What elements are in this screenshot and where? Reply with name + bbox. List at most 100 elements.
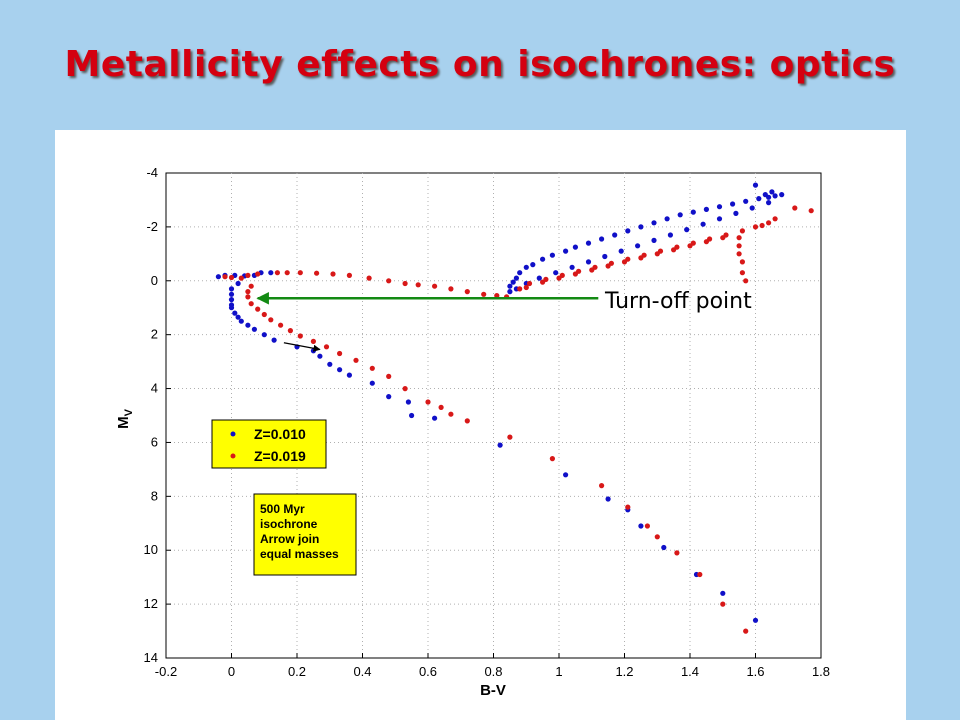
- data-point: [494, 293, 500, 299]
- data-point: [549, 252, 555, 258]
- data-point: [386, 394, 392, 400]
- data-point: [716, 204, 723, 210]
- data-point: [228, 305, 235, 311]
- data-point: [297, 270, 303, 276]
- data-point: [448, 411, 454, 417]
- data-point: [585, 240, 592, 246]
- data-point: [238, 275, 244, 281]
- data-point: [556, 275, 562, 281]
- x-tick-label: 1.4: [681, 664, 699, 679]
- x-tick-label: 0.8: [484, 664, 502, 679]
- y-axis-label-sub: V: [123, 408, 135, 416]
- data-point: [759, 222, 765, 229]
- y-tick-label: 6: [151, 434, 158, 449]
- data-point: [245, 294, 251, 300]
- x-tick-label: -0.2: [155, 664, 177, 679]
- data-point: [585, 259, 592, 265]
- data-point: [752, 617, 759, 623]
- data-point: [255, 271, 261, 277]
- data-point: [245, 322, 251, 328]
- data-point: [386, 278, 392, 284]
- data-point: [274, 270, 280, 276]
- data-point: [497, 442, 503, 448]
- legend-box: [211, 419, 327, 469]
- data-point: [638, 255, 644, 261]
- grid: [166, 173, 821, 658]
- data-point: [415, 282, 421, 288]
- note-box: 500 Myr isochrone Arrow join equal masse…: [253, 493, 357, 576]
- data-point: [690, 209, 696, 215]
- note-line-1: 500 Myr: [260, 502, 305, 516]
- data-point: [248, 301, 254, 307]
- data-point: [409, 412, 415, 419]
- y-tick-label: -4: [146, 165, 158, 180]
- y-tick-label: 14: [144, 650, 158, 665]
- data-point: [346, 272, 352, 278]
- data-point: [405, 399, 411, 405]
- y-tick-label: -2: [146, 219, 158, 234]
- data-point: [513, 275, 519, 281]
- note-box-rect: [253, 493, 357, 576]
- data-point: [808, 208, 814, 214]
- data-point: [736, 243, 742, 249]
- data-point: [448, 286, 454, 292]
- data-point: [402, 386, 408, 392]
- y-tick-label: 0: [151, 273, 158, 288]
- x-tick-label: 1.8: [812, 664, 830, 679]
- data-point: [327, 361, 333, 367]
- data-point: [536, 275, 542, 281]
- data-point: [248, 283, 254, 289]
- x-tick-label: 1.6: [746, 664, 764, 679]
- data-point: [268, 317, 274, 323]
- data-point: [271, 337, 277, 343]
- chart-panel: -0.2 0 0.2 0.4 0.6 0.8 1 1.2 1.4 1.6 1.8 -4 -2 0 2 4 6 8 1…: [55, 130, 906, 720]
- data-point: [772, 216, 778, 222]
- data-point: [464, 418, 470, 424]
- data-point: [523, 264, 529, 270]
- data-point: [530, 262, 536, 268]
- data-point: [654, 534, 660, 540]
- data-point: [625, 228, 631, 234]
- data-point: [549, 456, 555, 462]
- data-point: [235, 314, 241, 320]
- y-tick-label: 2: [151, 327, 158, 342]
- data-points: [215, 182, 814, 634]
- data-point: [215, 274, 221, 280]
- data-point: [756, 196, 762, 202]
- ticks: -0.2 0 0.2 0.4 0.6 0.8 1 1.2 1.4 1.6 1.8 -4 -2 0 2 4 6 8 1…: [144, 165, 831, 679]
- data-point: [553, 270, 559, 276]
- data-point: [268, 270, 274, 276]
- data-point: [238, 318, 244, 324]
- data-point: [752, 182, 759, 188]
- data-point: [661, 544, 667, 551]
- data-point: [769, 189, 775, 195]
- data-point: [540, 256, 546, 262]
- data-point: [792, 205, 798, 211]
- data-point: [720, 601, 726, 607]
- note-line-4: equal masses: [260, 547, 339, 561]
- note-line-2: isochrone: [260, 517, 318, 531]
- data-point: [245, 289, 251, 295]
- data-point: [602, 253, 608, 260]
- data-point: [667, 232, 674, 238]
- data-point: [766, 220, 772, 226]
- data-point: [228, 286, 235, 292]
- data-point: [605, 263, 611, 269]
- data-point: [222, 274, 228, 280]
- data-point: [438, 404, 444, 410]
- data-point: [432, 283, 438, 289]
- slide-title: Metallicity effects on isochrones: optic…: [64, 44, 896, 85]
- data-point: [651, 237, 657, 243]
- data-point: [228, 274, 235, 281]
- data-point: [366, 275, 372, 281]
- series-z019: [222, 205, 814, 634]
- y-axis-label: MV: [115, 408, 135, 429]
- data-point: [749, 205, 755, 211]
- data-point: [232, 310, 238, 316]
- data-point: [736, 251, 742, 257]
- data-point: [720, 590, 726, 596]
- data-point: [762, 192, 768, 198]
- data-point: [772, 193, 778, 199]
- data-point: [638, 523, 644, 529]
- data-point: [251, 326, 257, 332]
